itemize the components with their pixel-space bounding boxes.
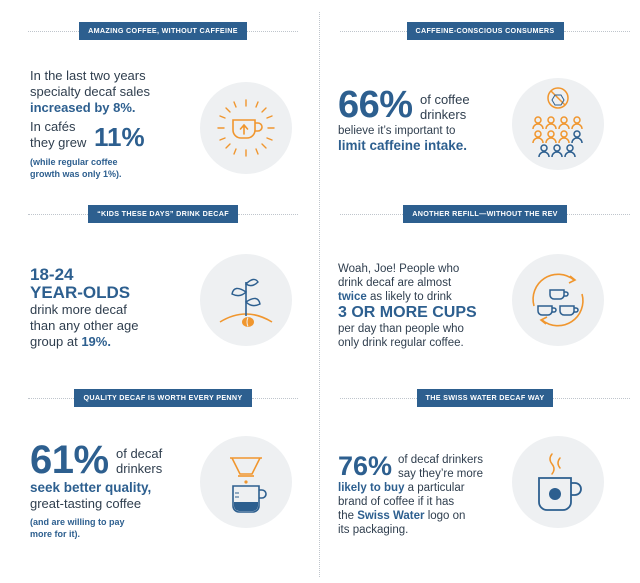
glowing-coffee-cup-icon (200, 82, 292, 174)
panel1-cafes-line2: they grew (30, 135, 87, 150)
panel4-line3-bold: twice (338, 291, 367, 303)
header-rule (28, 30, 80, 32)
panel5-note-line2: more for it). (30, 529, 81, 539)
panel2-stat: 66% (338, 84, 413, 126)
panel1-note: (while regular coffee growth was only 1%… (30, 156, 210, 180)
panel1-cafes-line1: In cafés (30, 119, 76, 134)
panel4-heading: ANOTHER REFILL—WITHOUT THE REV (403, 205, 567, 223)
panel6-line6: its packaging. (338, 524, 409, 536)
panel6-line5: the Swiss Water logo on (338, 509, 465, 523)
header-rule (340, 30, 407, 32)
panel6-stat: 76% (338, 451, 393, 481)
panel5-header: QUALITY DECAF IS WORTH EVERY PENNY (28, 389, 298, 407)
panel3-line3: group at 19%. (30, 334, 200, 350)
header-rule (28, 213, 89, 215)
panel2-line4: limit caffeine intake. (338, 138, 468, 153)
panel5-line4: great-tasting coffee (30, 496, 142, 511)
panel1-stat: 11% (94, 122, 145, 152)
panel3-heading: “KIDS THESE DAYS” DRINK DECAF (88, 205, 238, 223)
panel4-header: ANOTHER REFILL—WITHOUT THE REV (340, 205, 630, 223)
refill-cups-icon (512, 254, 604, 346)
header-rule (553, 397, 631, 399)
header-rule (28, 397, 75, 399)
panel6-line5-bold: Swiss Water (357, 510, 425, 522)
panel4-line1: Woah, Joe! People who (338, 263, 460, 275)
header-rule (340, 213, 404, 215)
panel6-line3-rest: a particular (404, 482, 465, 494)
panel1-note-line2: growth was only 1%). (30, 169, 122, 179)
panel5-heading: QUALITY DECAF IS WORTH EVERY PENNY (74, 389, 252, 407)
panel5-line1: of decaf (116, 446, 163, 461)
panel1-line1: In the last two years (30, 68, 146, 83)
vertical-divider (319, 12, 320, 577)
panel3-text: 18-24 YEAR-OLDS drink more decaf than an… (30, 266, 200, 350)
panel3-line1: drink more decaf (30, 302, 127, 317)
panel1-cafes: In cafés they grew 11% (30, 119, 210, 153)
panel2-line3: believe it’s important to (338, 125, 456, 137)
panel6-line1: of decaf drinkers (398, 454, 484, 466)
header-rule (251, 397, 298, 399)
panel5-stat: 61% (30, 438, 109, 482)
panel1-text: In the last two years specialty decaf sa… (30, 68, 200, 116)
header-rule (237, 213, 298, 215)
panel6-line4: brand of coffee if it has (338, 496, 455, 508)
panel1-note-line1: (while regular coffee (30, 157, 118, 167)
panel3-line3-stat: 19%. (81, 334, 111, 349)
panel2-line1: of coffee (420, 92, 470, 107)
panel6-line3-bold: likely to buy (338, 482, 405, 494)
header-rule (563, 30, 631, 32)
panel1-heading: AMAZING COFFEE, WITHOUT CAFFEINE (79, 22, 247, 40)
panel5-line3: seek better quality, (30, 480, 152, 495)
panel3-line3-text: group at (30, 334, 82, 349)
panel6-line5-pre: the (338, 510, 358, 522)
pour-over-icon (200, 436, 292, 528)
panel1-header: AMAZING COFFEE, WITHOUT CAFFEINE (28, 22, 298, 40)
panel4-line2: drink decaf are almost (338, 277, 452, 289)
panel4-line4: per day than people who (338, 323, 464, 335)
panel4-text: Woah, Joe! People who drink decaf are al… (338, 262, 518, 350)
header-rule (340, 397, 417, 399)
panel5-text: 61% of decaf drinkers seek better qualit… (30, 440, 200, 540)
panel6-line3: likely to buy a particular (338, 481, 465, 495)
panel1-line3: increased by 8%. (30, 100, 136, 115)
panel6-line2: say they’re more (398, 468, 484, 480)
panel4-line5: only drink regular coffee. (338, 337, 464, 349)
panel4-line3-rest: as likely to drink (366, 291, 452, 303)
panel2-line2: drinkers (420, 107, 467, 122)
panel2-header: CAFFEINE-CONSCIOUS CONSUMERS (340, 22, 631, 40)
panel4-line3: twice as likely to drink (338, 290, 518, 304)
panel3-stat-line1: 18-24 (30, 265, 74, 284)
panel5-note-line1: (and are willing to pay (30, 517, 125, 527)
panel2-text: 66% of coffee drinkers believe it’s impo… (338, 86, 508, 156)
coffee-sprout-icon (200, 254, 292, 346)
panel6-line5-rest: logo on (424, 510, 466, 522)
panel3-header: “KIDS THESE DAYS” DRINK DECAF (28, 205, 298, 223)
panel2-heading: CAFFEINE-CONSCIOUS CONSUMERS (406, 22, 564, 40)
no-caffeine-people-icon (512, 78, 604, 170)
panel3-stat-line2: YEAR-OLDS (30, 283, 131, 302)
swiss-water-mug-icon (512, 436, 604, 528)
panel1-line2: specialty decaf sales (30, 84, 150, 99)
panel6-header: THE SWISS WATER DECAF WAY (340, 389, 631, 407)
panel4-stat: 3 OR MORE CUPS (338, 304, 477, 321)
panel3-line2: than any other age (30, 318, 139, 333)
header-rule (566, 213, 630, 215)
panel6-text: 76% of decaf drinkers say they’re more l… (338, 452, 518, 542)
panel6-heading: THE SWISS WATER DECAF WAY (416, 389, 554, 407)
header-rule (246, 30, 298, 32)
panel5-line2: drinkers (116, 461, 163, 476)
